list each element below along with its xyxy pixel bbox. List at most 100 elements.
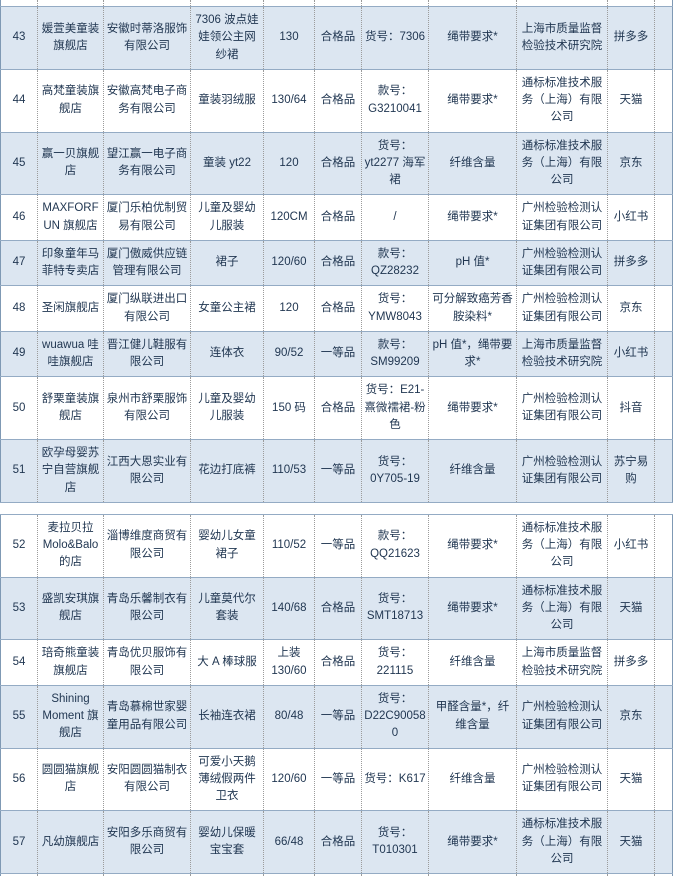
cell-item-no: 货号：K617 bbox=[362, 748, 429, 811]
cell-spacer bbox=[655, 514, 673, 577]
cell-store: 媛萱美童装旗舰店 bbox=[38, 7, 104, 70]
cell-grade: 一等品 bbox=[315, 685, 362, 748]
cell-grade: 一等品 bbox=[315, 331, 362, 377]
cell-grade: 合格品 bbox=[315, 195, 362, 241]
cell-grade: 合格品 bbox=[315, 69, 362, 132]
cell-seq: 52 bbox=[1, 514, 38, 577]
cell-seq: 57 bbox=[1, 811, 38, 874]
cell-store: MAXFORFUN 旗舰店 bbox=[38, 195, 104, 241]
cell-lab: 广州检验检测认证集团有限公司 bbox=[517, 685, 608, 748]
cell-store: 凡幼旗舰店 bbox=[38, 811, 104, 874]
cell-seq: 45 bbox=[1, 132, 38, 195]
cell-grade: 一等品 bbox=[315, 514, 362, 577]
cell-size: 120CM bbox=[264, 195, 315, 241]
cell-grade: 合格品 bbox=[315, 7, 362, 70]
cell-item-no: 货号：221115 bbox=[362, 640, 429, 686]
cell-size: 120/60 bbox=[264, 240, 315, 286]
cell-issue: pH 值* bbox=[429, 240, 517, 286]
cell-item-no: 货号：0Y705-19 bbox=[362, 440, 429, 503]
cell-company: 望江赢一电子商务有限公司 bbox=[104, 132, 191, 195]
cell-size: 120/60 bbox=[264, 748, 315, 811]
cell-platform: 天猫 bbox=[608, 748, 655, 811]
cell-item-no: 货号：D22C900580 bbox=[362, 685, 429, 748]
cell-company: 江西大恩实业有限公司 bbox=[104, 440, 191, 503]
cell-issue: 绳带要求* bbox=[429, 577, 517, 640]
cell-item-no: 货号：7306 bbox=[362, 7, 429, 70]
cell-store: 圆圆猫旗舰店 bbox=[38, 748, 104, 811]
cell-product: 婴幼儿保暖宝宝套 bbox=[191, 811, 264, 874]
cell-seq: 46 bbox=[1, 195, 38, 241]
cell-spacer bbox=[655, 640, 673, 686]
cell-grade: 一等品 bbox=[315, 440, 362, 503]
cell-size: 80/48 bbox=[264, 685, 315, 748]
cell-issue: 绳带要求* bbox=[429, 195, 517, 241]
cell-size: 110/52 bbox=[264, 514, 315, 577]
cell-company: 安阳多乐商贸有限公司 bbox=[104, 811, 191, 874]
cell-platform: 天猫 bbox=[608, 811, 655, 874]
cell-grade: 合格品 bbox=[315, 286, 362, 332]
cell-store: wuawua 哇哇旗舰店 bbox=[38, 331, 104, 377]
cell-store: 琣奇熊童装旗舰店 bbox=[38, 640, 104, 686]
cell-platform: 小红书 bbox=[608, 195, 655, 241]
cell-seq: 49 bbox=[1, 331, 38, 377]
cell-grade: 合格品 bbox=[315, 640, 362, 686]
cell-platform: 抖音 bbox=[608, 377, 655, 440]
cell-platform: 小红书 bbox=[608, 514, 655, 577]
cell-lab: 上海市质量监督检验技术研究院 bbox=[517, 7, 608, 70]
cell-seq: 53 bbox=[1, 577, 38, 640]
cell-lab: 广州检验检测认证集团有限公司 bbox=[517, 440, 608, 503]
cell-product: 7306 波点娃娃领公主网纱裙 bbox=[191, 7, 264, 70]
cell-platform: 京东 bbox=[608, 132, 655, 195]
cell-product: 儿童莫代尔套装 bbox=[191, 577, 264, 640]
cell-lab: 上海市质量监督检验技术研究院 bbox=[517, 640, 608, 686]
cell-spacer bbox=[655, 811, 673, 874]
cell-size: 110/53 bbox=[264, 440, 315, 503]
cell-product: 儿童及婴幼儿服装 bbox=[191, 377, 264, 440]
cell-seq: 54 bbox=[1, 640, 38, 686]
cell-item-no: 货号：SMT18713 bbox=[362, 577, 429, 640]
cell-company: 厦门傲威供应链管理有限公司 bbox=[104, 240, 191, 286]
cell-lab: 通标标准技术服务（上海）有限公司 bbox=[517, 514, 608, 577]
cell-spacer bbox=[655, 577, 673, 640]
cell-company: 安徽时蒂洛服饰有限公司 bbox=[104, 7, 191, 70]
cell-store: 圣闲旗舰店 bbox=[38, 286, 104, 332]
cell-issue: 纤维含量 bbox=[429, 440, 517, 503]
cell-size: 130/64 bbox=[264, 69, 315, 132]
cell-store: 麦拉贝拉 Molo&Balo 的店 bbox=[38, 514, 104, 577]
cell-size: 120 bbox=[264, 286, 315, 332]
cell-seq: 51 bbox=[1, 440, 38, 503]
cell-item-no: 货号：yt2277 海军裙 bbox=[362, 132, 429, 195]
cell-product: 长袖连衣裙 bbox=[191, 685, 264, 748]
cell-spacer bbox=[655, 377, 673, 440]
cell-platform: 天猫 bbox=[608, 577, 655, 640]
cell-company: 青岛优贝服饰有限公司 bbox=[104, 640, 191, 686]
cell-seq: 44 bbox=[1, 69, 38, 132]
cell-lab: 通标标准技术服务（上海）有限公司 bbox=[517, 577, 608, 640]
cell-issue: 绳带要求* bbox=[429, 811, 517, 874]
cell-item-no: 款号：QQ21623 bbox=[362, 514, 429, 577]
cell-seq: 55 bbox=[1, 685, 38, 748]
cell-size: 140/68 bbox=[264, 577, 315, 640]
cell-size: 150 码 bbox=[264, 377, 315, 440]
cell-seq: 56 bbox=[1, 748, 38, 811]
cell-issue: 绳带要求* bbox=[429, 69, 517, 132]
cell-lab: 广州检验检测认证集团有限公司 bbox=[517, 195, 608, 241]
cell-company: 泉州市舒栗服饰有限公司 bbox=[104, 377, 191, 440]
cell-grade: 合格品 bbox=[315, 811, 362, 874]
cell-company: 厦门纵联进出口有限公司 bbox=[104, 286, 191, 332]
cell-store: Shining Moment 旗舰店 bbox=[38, 685, 104, 748]
cell-lab: 通标标准技术服务（上海）有限公司 bbox=[517, 69, 608, 132]
cell-company: 青岛慕棉世家婴童用品有限公司 bbox=[104, 685, 191, 748]
